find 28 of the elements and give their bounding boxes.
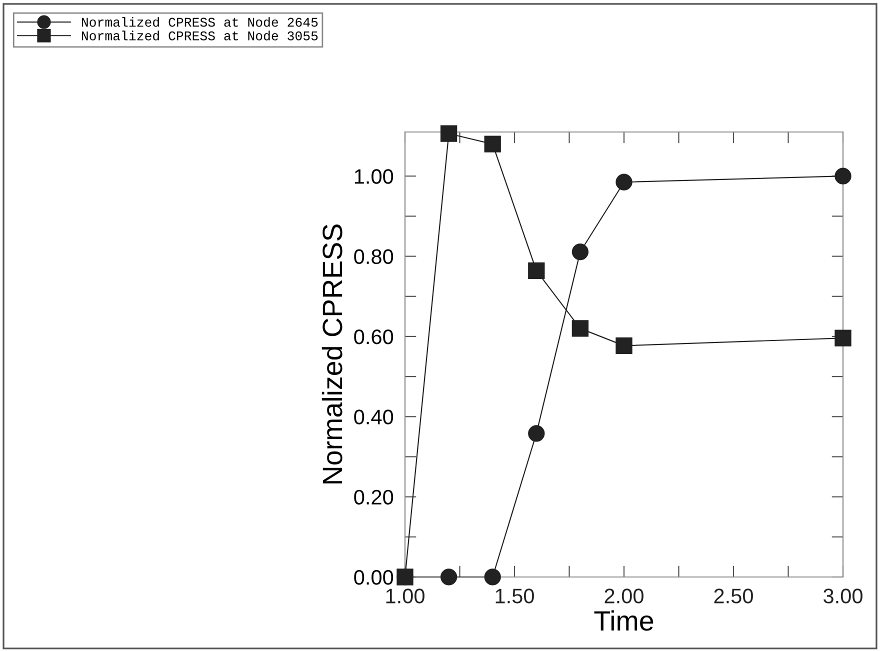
x-tick-label: 3.00: [824, 588, 862, 604]
point: [834, 168, 852, 184]
y-tick-label: 1.00: [354, 169, 394, 184]
x-tick-label: 1.50: [496, 588, 534, 604]
point: [484, 568, 501, 586]
point: [484, 136, 501, 152]
point: [396, 568, 414, 586]
y-tick-label: 0.00: [354, 570, 394, 585]
point: [616, 337, 632, 354]
x-tick-label: 2.00: [604, 588, 644, 604]
y-axis-title: Normalized CPRESS: [322, 224, 342, 484]
point: [572, 244, 589, 260]
point: [616, 174, 632, 190]
x-tick-label: 1.00: [386, 588, 424, 604]
legend-label: Normalized CPRESS at Node 3055: [82, 30, 318, 40]
point: [440, 125, 458, 142]
point: [528, 262, 545, 280]
point: [528, 425, 545, 442]
x-tick-label: 2.50: [714, 588, 753, 604]
point: [834, 330, 852, 346]
y-tick-label: 0.80: [354, 249, 394, 264]
y-tick-label: 0.40: [354, 410, 394, 424]
x-axis-title: Time: [594, 610, 654, 631]
point: [440, 568, 458, 586]
legend-label: Normalized CPRESS at Node 2645: [82, 17, 318, 27]
y-tick-label: 0.60: [354, 329, 394, 344]
point: [572, 320, 589, 337]
y-tick-label: 0.20: [354, 490, 394, 505]
